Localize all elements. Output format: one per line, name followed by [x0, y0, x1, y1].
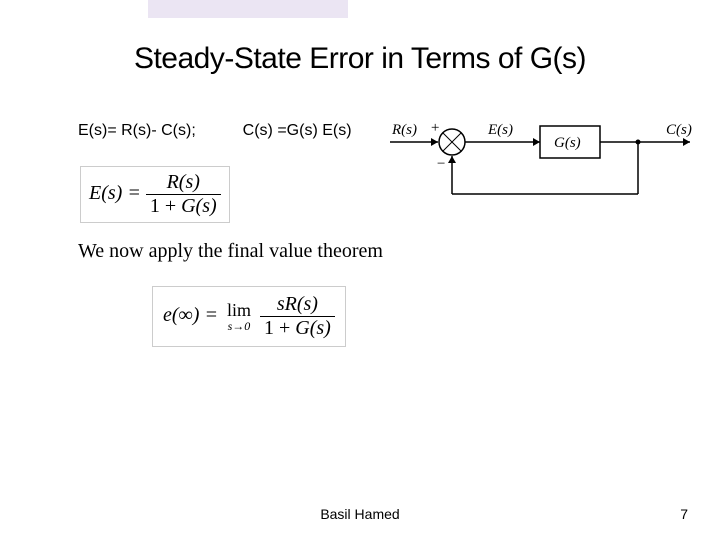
formula1-lhs: E(s) = [89, 182, 141, 204]
footer-page-number: 7 [680, 506, 688, 522]
formula2-lhs: e(∞) = [163, 304, 218, 326]
formula1-num: R(s) [146, 171, 221, 194]
label-g: G(s) [554, 135, 581, 151]
label-e: E(s) [487, 122, 513, 138]
formula-final-value: e(∞) = lim s→0 sR(s) 1 + G(s) [152, 286, 346, 347]
limit-operator: lim s→0 [227, 300, 251, 334]
label-r: R(s) [391, 122, 417, 138]
label-c: C(s) [666, 122, 692, 138]
slide-container: Steady-State Error in Terms of G(s) E(s)… [0, 0, 720, 540]
formula2-num: sR(s) [260, 293, 335, 316]
formula-e-of-s: E(s) = R(s) 1 + G(s) [80, 166, 230, 223]
formula2-den-right: G(s) [295, 317, 331, 339]
formula2-den-left: 1 + [264, 317, 295, 339]
slide-title: Steady-State Error in Terms of G(s) [0, 42, 720, 76]
eq1-b: C(s) =G(s) E(s) [243, 122, 352, 139]
body-text: We now apply the final value theorem [78, 240, 383, 263]
eq1-a: E(s)= R(s)- C(s); [78, 122, 196, 139]
lim-top: lim [227, 300, 251, 321]
formula1-den-right: G(s) [181, 195, 217, 217]
plus-label: + [430, 120, 440, 136]
lim-sub: s→0 [227, 319, 251, 334]
equation-line: E(s)= R(s)- C(s); C(s) =G(s) E(s) [78, 122, 352, 140]
block-diagram: R(s) + − E(s) G(s) C(s) [390, 104, 700, 214]
formula1-den-left: 1 + [150, 195, 181, 217]
footer-author: Basil Hamed [0, 506, 720, 522]
minus-label: − [436, 156, 446, 172]
